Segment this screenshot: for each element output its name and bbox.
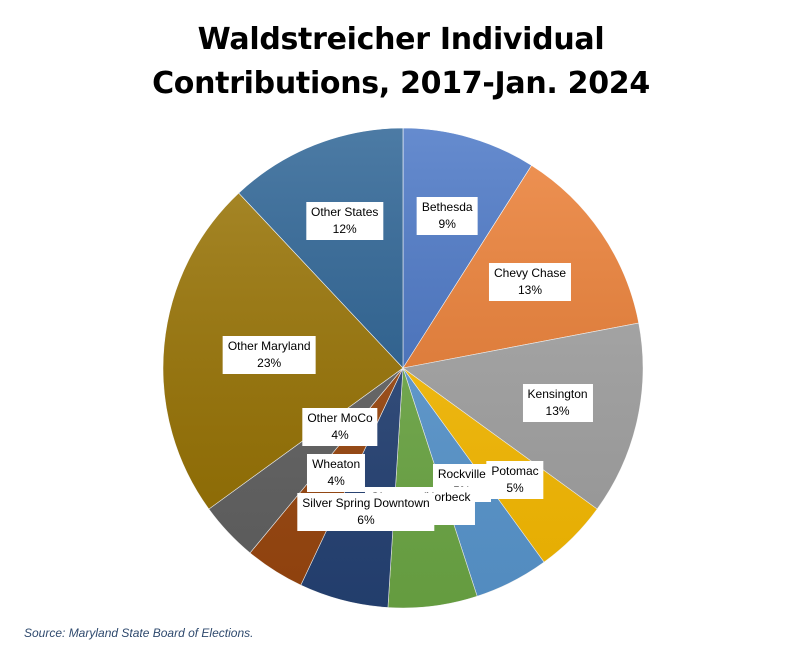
slice-label: Silver Spring Downtown 6% bbox=[297, 493, 435, 532]
slice-label-name: Rockville bbox=[437, 467, 486, 482]
slice-label-name: Other Maryland bbox=[227, 339, 311, 354]
slice-label-value: 5% bbox=[506, 481, 524, 495]
chart-title-line-2: Contributions, 2017-Jan. 2024 bbox=[152, 66, 650, 101]
slice-label-value: 12% bbox=[332, 221, 357, 236]
source-note: Source: Maryland State Board of Election… bbox=[24, 626, 254, 640]
slice-label: Wheaton 4% bbox=[307, 454, 366, 493]
slice-label: Other Maryland 23% bbox=[222, 336, 316, 375]
slice-label-value: 23% bbox=[257, 356, 282, 371]
slice-label-name: Bethesda bbox=[421, 199, 473, 214]
slice-label-name: Silver Spring Downtown bbox=[302, 496, 430, 511]
slice-label: Potomac 5% bbox=[486, 461, 544, 499]
slice-label: Rockville5% bbox=[432, 464, 491, 503]
slice-label-name: Potomac bbox=[491, 464, 539, 478]
slice-label-value: 4% bbox=[327, 474, 345, 489]
slice-label-name: Wheaton bbox=[312, 457, 361, 472]
slice-label-name: Kensington bbox=[527, 386, 588, 401]
chart-title: Waldstreicher Individual Contributions, … bbox=[0, 18, 802, 106]
slice-label: Other States 12% bbox=[306, 201, 384, 240]
slice-label-value: 13% bbox=[518, 282, 543, 297]
slice-label: Other MoCo 4% bbox=[302, 408, 378, 447]
slice-label-name: Other MoCo bbox=[307, 411, 373, 426]
slice-label-value: 4% bbox=[331, 428, 349, 443]
slice-label-value: 6% bbox=[357, 513, 375, 528]
slice-label-value: 13% bbox=[545, 403, 570, 418]
slice-label-name: Chevy Chase bbox=[494, 265, 567, 280]
slice-label: Chevy Chase 13% bbox=[489, 262, 572, 301]
slice-label: Bethesda 9% bbox=[416, 196, 478, 235]
slice-label: Kensington 13% bbox=[522, 383, 593, 422]
slice-label-value: 9% bbox=[438, 216, 456, 231]
slice-label-name: Other States bbox=[311, 204, 379, 219]
chart-title-line-1: Waldstreicher Individual bbox=[197, 22, 605, 57]
